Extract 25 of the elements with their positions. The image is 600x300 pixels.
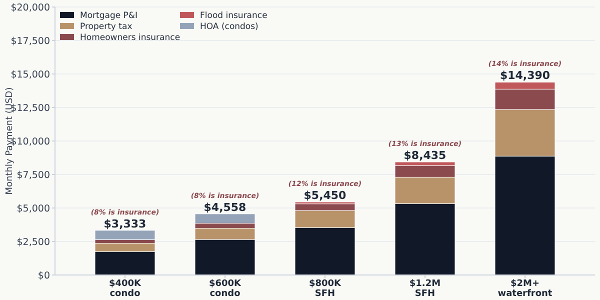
x-tick-label: $1.2M SFH [409, 279, 441, 299]
total-label: $3,333 [104, 217, 146, 230]
x-tick-label: $800K SFH [308, 279, 342, 299]
y-tick-label: $15,000 [10, 69, 50, 80]
y-tick-label: $20,000 [10, 2, 50, 14]
y-tick-label: $2,500 [16, 236, 50, 248]
y-tick-label: $17,500 [10, 36, 50, 47]
legend-label: Homeowners insurance [80, 32, 180, 43]
total-label: $4,558 [204, 200, 246, 214]
y-tick-label: $0 [38, 270, 50, 282]
legend-label: Mortgage P&I [80, 10, 138, 21]
total-label: $14,390 [500, 69, 550, 82]
bar [94, 230, 156, 240]
y-tick-label: $12,500 [10, 102, 50, 114]
legend-label: HOA (condos) [200, 22, 258, 32]
x-tick-label: $2M+ waterfront [498, 279, 553, 299]
x-tick-label: $400K condo [108, 279, 142, 299]
total-label: $8,435 [404, 148, 446, 162]
y-tick-label: $5,000 [16, 203, 50, 214]
y-tick-label: $7,500 [16, 170, 50, 181]
total-label: $5,450 [304, 188, 347, 202]
legend-label: Property tax [80, 22, 132, 32]
x-tick-label: $600K condo [208, 279, 242, 299]
legend-label: Flood insurance [200, 10, 268, 21]
y-tick-label: $10,000 [10, 136, 50, 148]
